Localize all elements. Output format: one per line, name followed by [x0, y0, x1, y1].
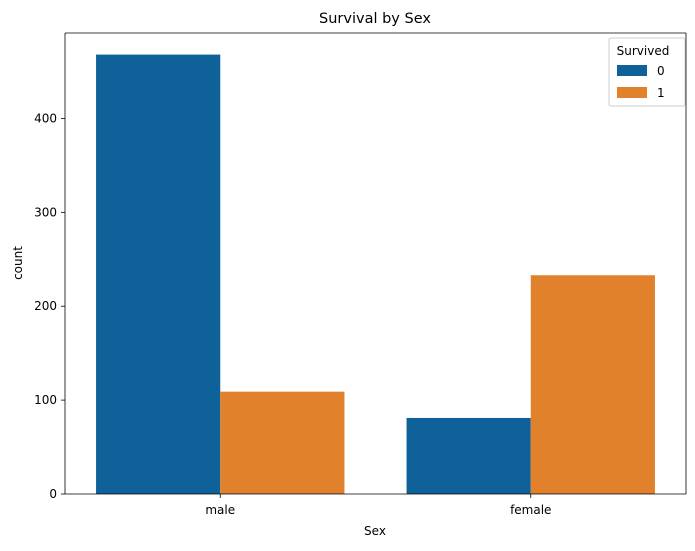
y-tick-label: 300 — [34, 205, 57, 219]
x-tick-label-female: female — [510, 503, 551, 517]
x-tick-label-male: male — [205, 503, 235, 517]
bar-female-survived-0 — [406, 417, 531, 494]
legend-label-survived-1: 1 — [657, 86, 665, 100]
legend-title: Survived — [617, 44, 670, 58]
legend-swatch-survived-1 — [617, 87, 647, 98]
chart-title: Survival by Sex — [319, 11, 431, 27]
x-axis-label: Sex — [364, 524, 386, 538]
bar-female-survived-1 — [530, 275, 655, 494]
y-tick-label: 200 — [34, 299, 57, 313]
bars-layer — [96, 54, 655, 495]
y-tick-label: 400 — [34, 111, 57, 125]
y-tick-label: 0 — [49, 487, 57, 501]
y-tick-label: 100 — [34, 393, 57, 407]
bar-male-survived-1 — [220, 391, 345, 494]
legend: Survived 01 — [608, 37, 686, 107]
legend-label-survived-0: 0 — [657, 64, 665, 78]
y-axis-label: count — [11, 246, 25, 280]
bar-male-survived-0 — [96, 54, 221, 495]
legend-swatch-survived-0 — [617, 65, 647, 76]
legend-items: 01 — [617, 64, 665, 100]
